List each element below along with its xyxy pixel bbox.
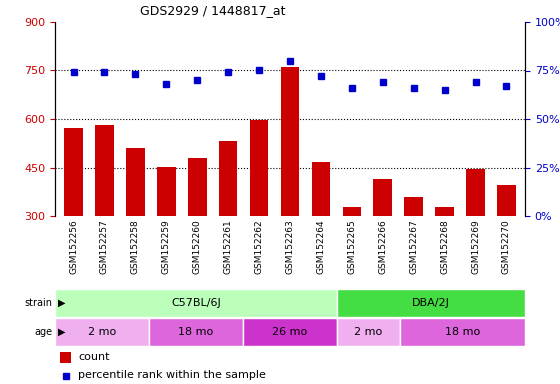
Text: GSM152266: GSM152266 xyxy=(378,220,388,274)
Text: GSM152258: GSM152258 xyxy=(131,220,140,274)
Text: ▶: ▶ xyxy=(58,327,66,337)
Bar xyxy=(219,141,237,216)
Text: GSM152269: GSM152269 xyxy=(471,220,480,274)
Text: GSM152264: GSM152264 xyxy=(316,220,325,274)
Text: GSM152267: GSM152267 xyxy=(409,220,418,274)
Text: C57BL/6J: C57BL/6J xyxy=(171,298,221,308)
Text: GSM152265: GSM152265 xyxy=(347,220,356,274)
Bar xyxy=(188,158,207,216)
Bar xyxy=(435,207,454,216)
Bar xyxy=(312,162,330,216)
Text: GSM152259: GSM152259 xyxy=(162,220,171,274)
Text: GSM152261: GSM152261 xyxy=(223,220,232,274)
Text: GSM152263: GSM152263 xyxy=(286,220,295,274)
Text: DBA/2J: DBA/2J xyxy=(412,298,450,308)
Bar xyxy=(497,185,516,216)
Text: ▶: ▶ xyxy=(58,298,66,308)
Bar xyxy=(466,169,485,216)
Bar xyxy=(126,148,144,216)
Text: GSM152268: GSM152268 xyxy=(440,220,449,274)
Bar xyxy=(337,289,525,317)
Bar xyxy=(281,66,299,216)
Bar xyxy=(404,197,423,216)
Text: 2 mo: 2 mo xyxy=(88,327,116,337)
Bar xyxy=(95,125,114,216)
Text: GSM152257: GSM152257 xyxy=(100,220,109,274)
Bar xyxy=(55,318,149,346)
Text: GDS2929 / 1448817_at: GDS2929 / 1448817_at xyxy=(140,5,286,18)
Bar xyxy=(337,318,400,346)
Text: count: count xyxy=(78,352,110,362)
Bar xyxy=(64,128,83,216)
Text: 18 mo: 18 mo xyxy=(445,327,480,337)
Bar xyxy=(243,318,337,346)
Text: strain: strain xyxy=(24,298,52,308)
Bar xyxy=(250,120,268,216)
Text: GSM152256: GSM152256 xyxy=(69,220,78,274)
Bar xyxy=(149,318,243,346)
Bar xyxy=(374,179,392,216)
Bar xyxy=(400,318,525,346)
Text: 2 mo: 2 mo xyxy=(354,327,382,337)
Text: age: age xyxy=(34,327,52,337)
Bar xyxy=(157,167,176,216)
Text: 26 mo: 26 mo xyxy=(272,327,307,337)
Text: 18 mo: 18 mo xyxy=(179,327,213,337)
Text: GSM152262: GSM152262 xyxy=(255,220,264,274)
Text: percentile rank within the sample: percentile rank within the sample xyxy=(78,371,267,381)
Bar xyxy=(60,352,72,363)
Text: GSM152260: GSM152260 xyxy=(193,220,202,274)
Bar xyxy=(55,289,337,317)
Text: GSM152270: GSM152270 xyxy=(502,220,511,274)
Bar xyxy=(343,207,361,216)
